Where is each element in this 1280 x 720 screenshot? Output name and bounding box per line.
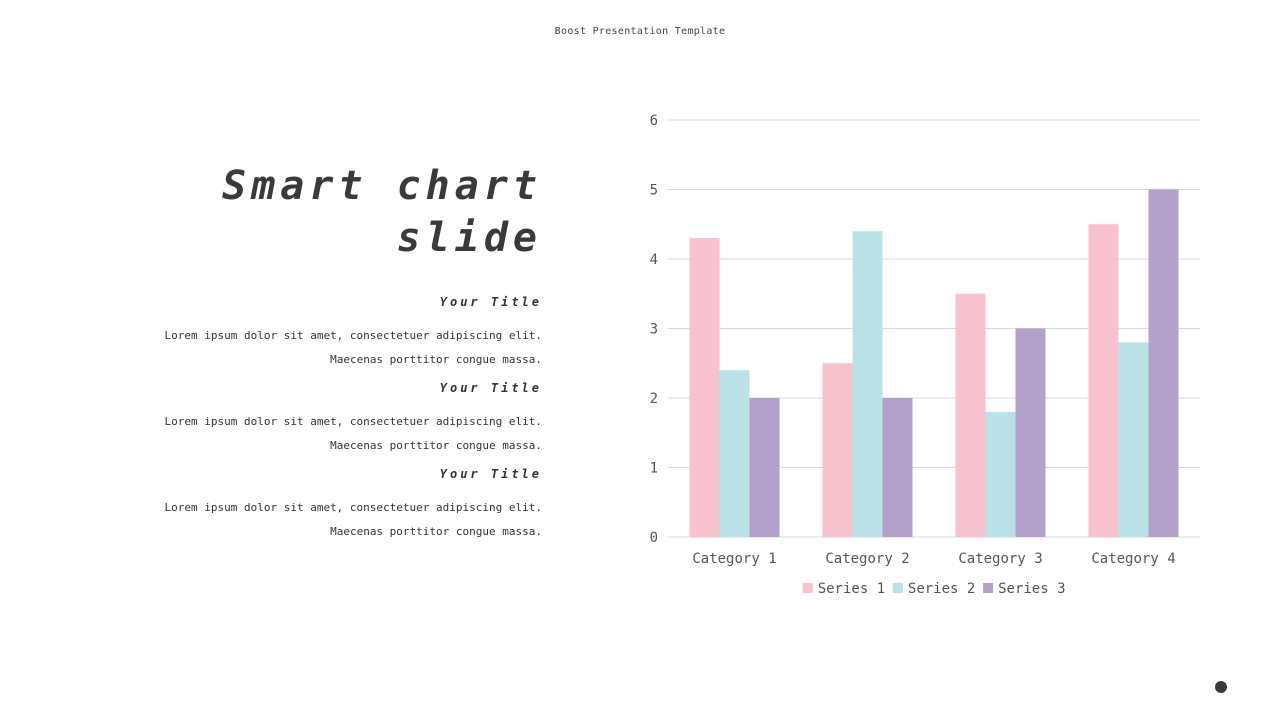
y-tick-label: 2 [650, 391, 658, 407]
text-section: Your Title Lorem ipsum dolor sit amet, c… [140, 380, 543, 458]
section-body: Lorem ipsum dolor sit amet, consectetuer… [140, 324, 543, 372]
header-title: Boost Presentation Template [554, 26, 726, 37]
section-body-line2: Maecenas porttitor congue massa. [330, 353, 542, 366]
x-tick-label: Category 3 [958, 551, 1042, 567]
legend-label: Series 3 [998, 581, 1065, 597]
bar-series-2 [1118, 342, 1149, 537]
bar-series-3 [1015, 328, 1046, 537]
y-tick-label: 4 [650, 252, 658, 268]
bar-series-3 [1148, 189, 1179, 537]
left-panel: Smart chart slide Your Title Lorem ipsum… [140, 160, 543, 552]
section-heading: Your Title [439, 381, 542, 395]
y-tick-label: 5 [650, 183, 658, 199]
x-tick-label: Category 4 [1091, 551, 1175, 567]
y-tick-label: 1 [650, 461, 658, 477]
text-sections: Your Title Lorem ipsum dolor sit amet, c… [140, 294, 543, 544]
legend-swatch [983, 583, 994, 593]
bar-chart: 0 1 2 3 4 5 6 Category 1 Category 2 Category 3 Cat… [630, 100, 1230, 620]
slide-title-line1: Smart chart [222, 163, 542, 209]
x-tick-label: Category 1 [692, 551, 776, 567]
legend-swatch [892, 583, 903, 593]
section-heading: Your Title [439, 295, 542, 309]
bar-series-2 [985, 411, 1016, 537]
text-section: Your Title Lorem ipsum dolor sit amet, c… [140, 294, 543, 372]
legend-label: Series 1 [818, 581, 885, 597]
y-tick-label: 0 [650, 530, 658, 546]
section-body-line1: Lorem ipsum dolor sit amet, consectetuer… [164, 415, 543, 428]
legend-swatch [802, 583, 813, 593]
section-heading: Your Title [439, 467, 542, 481]
x-tick-label: Category 2 [825, 551, 909, 567]
section-body: Lorem ipsum dolor sit amet, consectetuer… [140, 410, 543, 458]
slide-title: Smart chart slide [140, 160, 542, 264]
section-body-line2: Maecenas porttitor congue massa. [330, 525, 542, 538]
section-body-line1: Lorem ipsum dolor sit amet, consectetuer… [164, 329, 543, 342]
bar-series-2 [719, 370, 750, 537]
bar-series-3 [749, 398, 780, 537]
bar-chart-svg: 0 1 2 3 4 5 6 Category 1 Category 2 Category 3 Cat… [650, 113, 1200, 597]
section-body-line1: Lorem ipsum dolor sit amet, consectetuer… [164, 501, 543, 514]
slide-title-line2: slide [396, 215, 542, 261]
bar-series-1 [689, 238, 720, 537]
bar-series-1 [822, 363, 853, 537]
slide-indicator-dot [1215, 681, 1227, 693]
y-tick-label: 6 [650, 113, 658, 129]
section-body-line2: Maecenas porttitor congue massa. [330, 439, 542, 452]
bar-series-1 [1088, 224, 1119, 537]
bar-series-1 [955, 293, 986, 537]
text-section: Your Title Lorem ipsum dolor sit amet, c… [140, 466, 543, 544]
y-tick-label: 3 [650, 322, 658, 338]
bar-series-3 [882, 398, 913, 537]
bar-series-2 [852, 231, 883, 537]
section-body: Lorem ipsum dolor sit amet, consectetuer… [140, 496, 543, 544]
legend-label: Series 2 [908, 581, 975, 597]
